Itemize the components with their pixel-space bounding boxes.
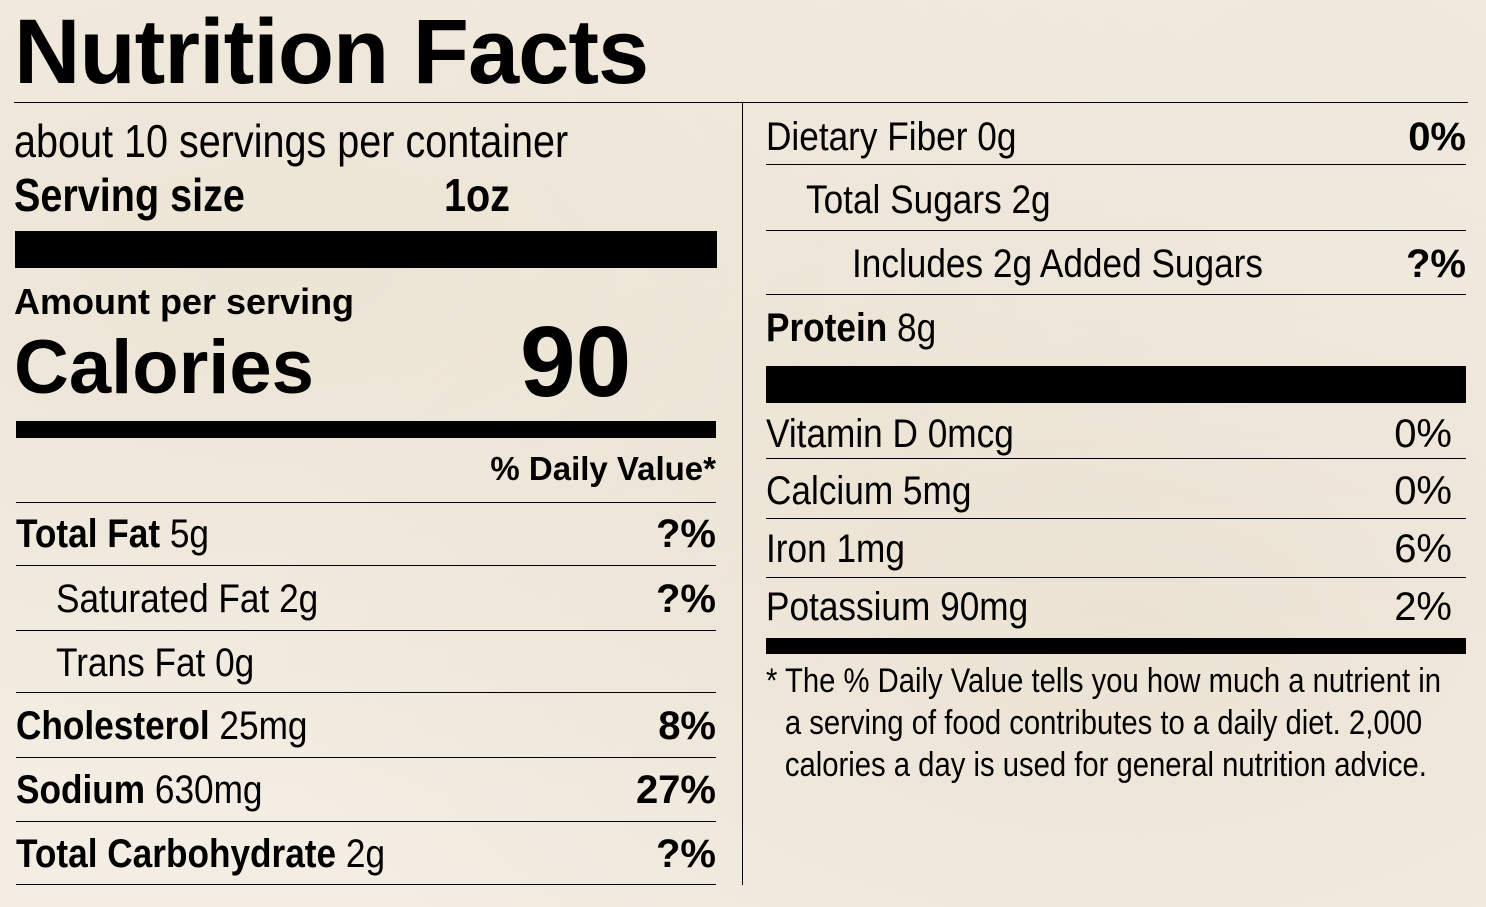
nutrient-amount: 8g bbox=[897, 306, 937, 350]
nutrient-row-total-sugars: Total Sugars 2g bbox=[766, 178, 1466, 223]
divider bbox=[766, 518, 1466, 519]
nutrient-amount: 2g bbox=[1011, 178, 1051, 222]
divider bbox=[16, 565, 716, 566]
calories-label: Calories bbox=[14, 325, 314, 410]
nutrient-row-saturated-fat: Saturated Fat 2g ?% bbox=[16, 577, 716, 622]
vitamin-daily-value: 0% bbox=[1394, 469, 1452, 513]
nutrient-amount: 2g bbox=[345, 832, 386, 876]
daily-value-header: % Daily Value* bbox=[490, 450, 716, 487]
medium-rule-calories bbox=[16, 421, 716, 438]
nutrient-name: Dietary Fiber bbox=[766, 115, 968, 159]
nutrient-amount: 2g bbox=[279, 577, 319, 621]
title-divider bbox=[14, 102, 1468, 103]
nutrient-row-total-fat: Total Fat 5g ?% bbox=[16, 512, 716, 557]
nutrient-name: Total Fat bbox=[16, 512, 161, 556]
vitamin-amount: 0mcg bbox=[927, 412, 1014, 456]
nutrient-daily-value: ?% bbox=[656, 832, 716, 876]
nutrient-row-trans-fat: Trans Fat 0g bbox=[16, 641, 716, 686]
nutrient-name: Cholesterol bbox=[16, 704, 210, 748]
divider bbox=[766, 102, 1466, 103]
thick-rule-vitamins bbox=[766, 366, 1466, 403]
nutrient-daily-value: 0% bbox=[1408, 115, 1466, 159]
footnote-line: calories a day is used for general nutri… bbox=[784, 746, 1427, 784]
nutrient-name: Total Sugars bbox=[806, 178, 1002, 222]
vitamin-row-calcium: Calcium 5mg 0% bbox=[766, 469, 1466, 514]
nutrient-row-protein: Protein 8g bbox=[766, 306, 1466, 351]
nutrient-daily-value: 27% bbox=[635, 768, 716, 812]
vitamin-row-potassium: Potassium 90mg 2% bbox=[766, 585, 1466, 630]
vitamin-row-iron: Iron 1mg 6% bbox=[766, 527, 1466, 572]
divider bbox=[766, 577, 1466, 578]
divider bbox=[16, 757, 716, 758]
nutrient-row-dietary-fiber: Dietary Fiber 0g 0% bbox=[766, 115, 1466, 160]
vitamin-amount: 5mg bbox=[902, 469, 972, 513]
nutrient-amount: 5g bbox=[169, 512, 210, 556]
divider bbox=[16, 821, 716, 822]
vitamin-name: Potassium bbox=[766, 585, 931, 629]
footnote-line: * The % Daily Value tells you how much a… bbox=[766, 662, 1442, 700]
nutrient-amount: 630mg bbox=[154, 768, 263, 812]
servings-per-container: about 10 servings per container bbox=[14, 115, 569, 167]
nutrient-daily-value: ?% bbox=[656, 577, 716, 621]
nutrient-name: Trans Fat bbox=[56, 641, 206, 685]
column-divider bbox=[742, 103, 743, 885]
divider bbox=[16, 692, 716, 693]
nutrient-daily-value: 8% bbox=[658, 704, 716, 748]
vitamin-name: Vitamin D bbox=[766, 412, 918, 456]
vitamin-row-vitamin-d: Vitamin D 0mcg 0% bbox=[766, 412, 1466, 457]
vitamin-daily-value: 0% bbox=[1394, 412, 1452, 456]
daily-value-footnote: * The % Daily Value tells you how much a… bbox=[766, 660, 1442, 786]
nutrient-amount: 0g bbox=[977, 115, 1017, 159]
vitamin-amount: 1mg bbox=[836, 527, 905, 571]
nutrient-name: Sodium bbox=[16, 768, 146, 812]
vitamin-daily-value: 2% bbox=[1394, 585, 1452, 629]
nutrient-name: Includes 2g Added Sugars bbox=[852, 242, 1263, 286]
nutrient-name: Protein bbox=[766, 306, 888, 350]
divider bbox=[766, 164, 1466, 165]
serving-size-value: 1oz bbox=[444, 169, 510, 221]
vitamin-amount: 90mg bbox=[940, 585, 1029, 629]
vitamin-daily-value: 6% bbox=[1394, 527, 1452, 571]
nutrient-amount: 25mg bbox=[219, 704, 308, 748]
divider bbox=[766, 458, 1466, 459]
nutrient-row-sodium: Sodium 630mg 27% bbox=[16, 768, 716, 813]
nutrient-daily-value: ?% bbox=[1406, 242, 1466, 286]
divider bbox=[16, 630, 716, 631]
footnote-line: a serving of food contributes to a daily… bbox=[784, 704, 1423, 742]
nutrient-daily-value: ?% bbox=[656, 512, 716, 556]
nutrient-amount: 0g bbox=[215, 641, 255, 685]
vitamin-name: Calcium bbox=[766, 469, 894, 513]
label-title: Nutrition Facts bbox=[14, 1, 649, 103]
medium-rule-footnote bbox=[766, 638, 1466, 654]
divider bbox=[16, 884, 716, 885]
vitamin-name: Iron bbox=[766, 527, 827, 571]
amount-per-serving: Amount per serving bbox=[14, 281, 355, 322]
nutrient-name: Saturated Fat bbox=[56, 577, 270, 621]
divider bbox=[16, 502, 716, 503]
nutrient-name: Total Carbohydrate bbox=[16, 832, 337, 876]
serving-size-label: Serving size bbox=[14, 169, 245, 221]
thick-rule-serving bbox=[15, 231, 717, 268]
divider bbox=[766, 230, 1466, 231]
nutrient-row-total-carbohydrate: Total Carbohydrate 2g ?% bbox=[16, 832, 716, 877]
calories-value: 90 bbox=[520, 306, 632, 418]
nutrient-row-cholesterol: Cholesterol 25mg 8% bbox=[16, 704, 716, 749]
nutrient-row-added-sugars: Includes 2g Added Sugars ?% bbox=[766, 242, 1466, 287]
divider bbox=[766, 294, 1466, 295]
